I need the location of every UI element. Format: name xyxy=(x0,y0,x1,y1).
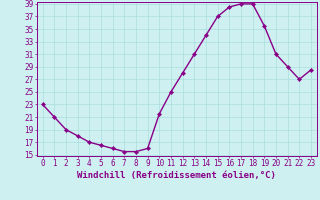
X-axis label: Windchill (Refroidissement éolien,°C): Windchill (Refroidissement éolien,°C) xyxy=(77,171,276,180)
